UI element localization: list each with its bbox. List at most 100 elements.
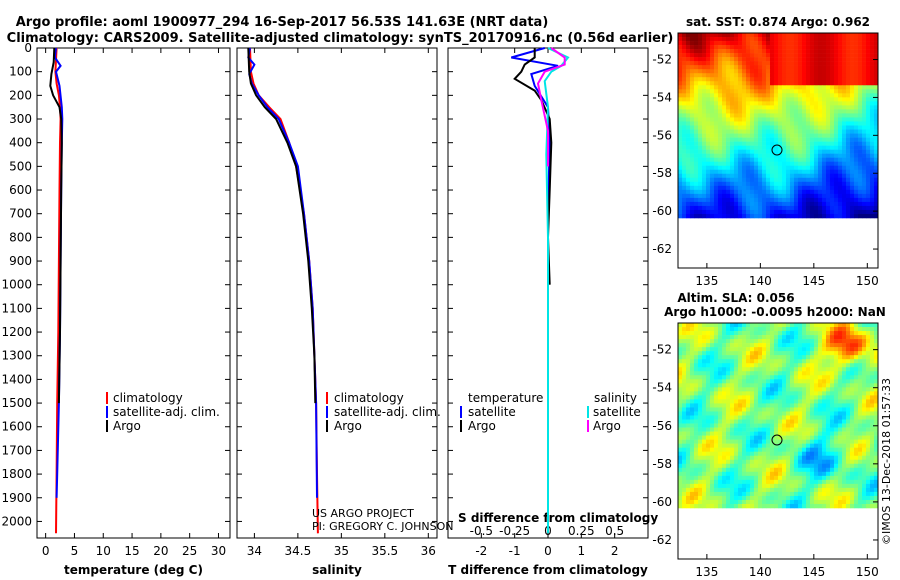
heatmap-cell [858,387,863,392]
heatmap-cell [838,399,843,404]
heatmap-cell [806,105,811,110]
heatmap-cell [850,177,855,183]
heatmap-cell [758,503,763,509]
heatmap-cell [698,419,703,424]
heatmap-cell [846,419,851,424]
heatmap-cell [714,499,719,505]
heatmap-cell [726,153,731,158]
heatmap-cell [774,121,779,126]
heatmap-cell [826,181,831,187]
heatmap-cell [822,483,827,489]
x-tick-label: 30 [211,544,226,558]
heatmap-cell [686,471,691,477]
heatmap-cell [810,463,815,469]
heatmap-cell [738,331,743,336]
heatmap-cell [698,97,703,102]
heatmap-cell [770,89,775,94]
heatmap-cell [694,105,699,110]
heatmap-cell [790,495,795,501]
heatmap-cell [702,201,707,207]
heatmap-cell [826,483,831,489]
heatmap-cell [730,347,735,352]
heatmap-cell [858,363,863,368]
heatmap-cell [858,443,863,448]
heatmap-cell [686,383,691,388]
heatmap-cell [806,33,811,38]
heatmap-cell [778,395,783,400]
heatmap-cell [746,331,751,336]
heatmap-cell [694,463,699,469]
heatmap-cell [794,391,799,396]
heatmap-cell [746,415,751,420]
heatmap-cell [694,201,699,207]
heatmap-cell [766,201,771,207]
heatmap-cell [858,403,863,408]
heatmap-cell [798,411,803,416]
heatmap-cell [794,189,799,195]
heatmap-cell [770,97,775,102]
heatmap-cell [754,463,759,469]
heatmap-cell [694,467,699,473]
heatmap-cell [678,451,683,457]
heatmap-cell [790,391,795,396]
heatmap-cell [834,93,839,98]
heatmap-cell [858,495,863,501]
heatmap-cell [734,45,739,50]
heatmap-cell [806,503,811,509]
heatmap-cell [778,423,783,428]
heatmap-cell [758,363,763,368]
heatmap-cell [834,117,839,122]
heatmap-cell [730,165,735,171]
heatmap-cell [714,57,719,62]
heatmap-cell [694,331,699,336]
heatmap-cell [726,189,731,195]
heatmap-cell [750,423,755,428]
heatmap-cell [706,113,711,118]
heatmap-cell [834,335,839,340]
heatmap-cell [778,157,783,162]
heatmap-cell [722,85,727,90]
heatmap-cell [802,33,807,38]
heatmap-cell [682,371,687,376]
heatmap-cell [866,89,871,94]
heatmap-cell [766,121,771,126]
heatmap-cell [834,57,839,62]
heatmap-cell [834,387,839,392]
heatmap-cell [726,181,731,187]
heatmap-cell [734,185,739,191]
heatmap-cell [726,391,731,396]
heatmap-cell [758,57,763,62]
heatmap-cell [698,113,703,118]
heatmap-cell [678,161,683,167]
heatmap-cell [694,77,699,82]
heatmap-cell [746,141,751,146]
heatmap-cell [682,109,687,114]
heatmap-cell [734,73,739,78]
heatmap-cell [722,81,727,86]
heatmap-cell [778,109,783,114]
heatmap-cell [734,181,739,187]
heatmap-cell [862,379,867,384]
heatmap-cell [834,189,839,195]
heatmap-cell [710,499,715,505]
heatmap-cell [686,499,691,505]
heatmap-cell [870,419,875,424]
heatmap-cell [874,431,879,436]
heatmap-cell [846,491,851,497]
heatmap-cell [750,197,755,203]
heatmap-cell [866,391,871,396]
heatmap-cell [694,121,699,126]
heatmap-cell [738,197,743,203]
heatmap-cell [690,471,695,477]
heatmap-cell [798,339,803,344]
heatmap-cell [750,451,755,457]
heatmap-cell [798,459,803,465]
heatmap-cell [730,451,735,457]
heatmap-cell [690,173,695,179]
heatmap-cell [746,483,751,489]
heatmap-cell [690,431,695,436]
heatmap-cell [698,447,703,452]
heatmap-cell [770,193,775,199]
x-tick-label: 0 [42,544,50,558]
heatmap-cell [702,399,707,404]
